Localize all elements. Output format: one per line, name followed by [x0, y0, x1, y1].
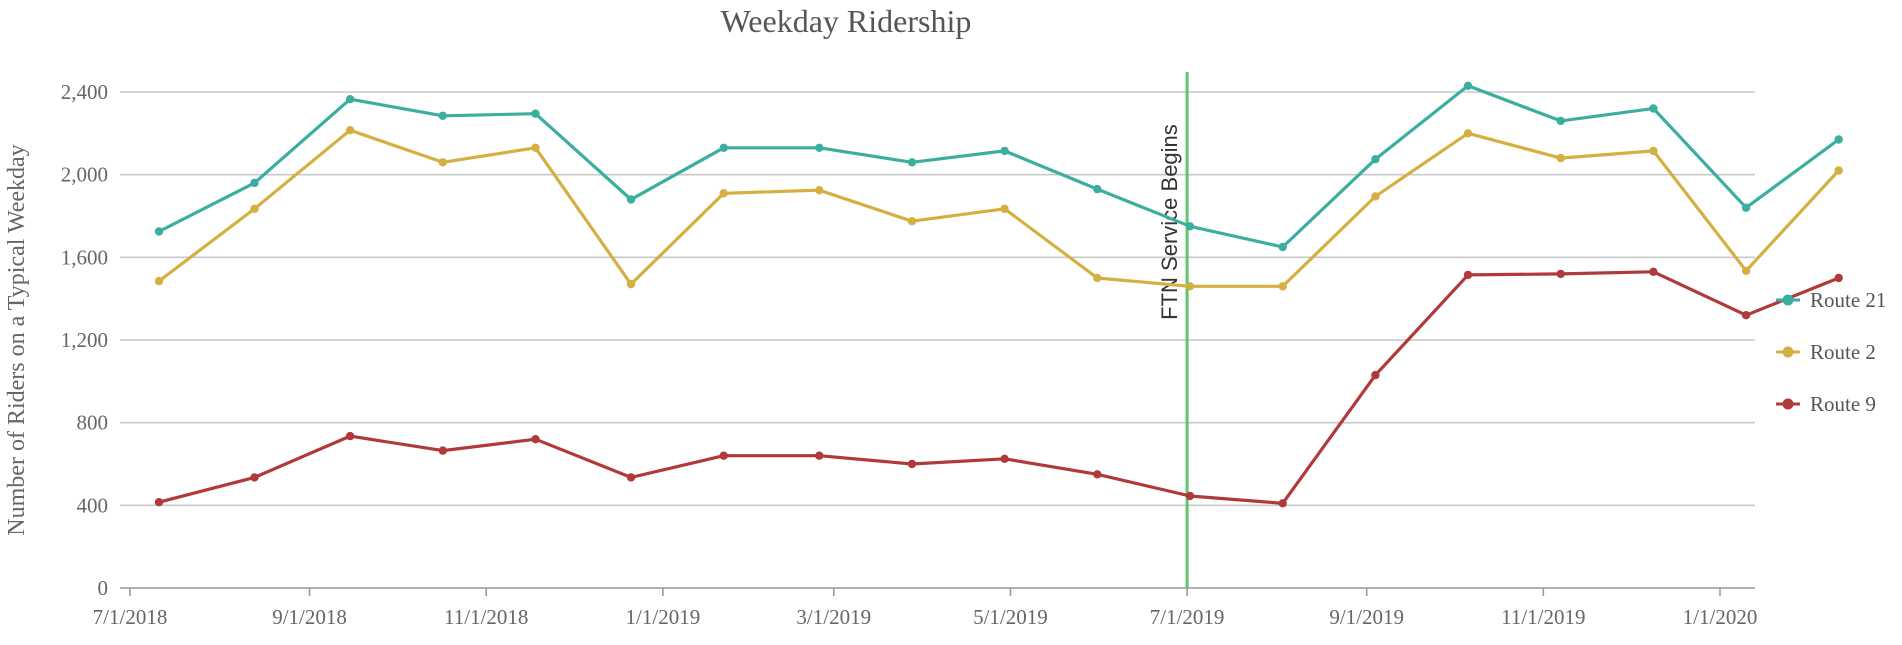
annotations: FTN Service Begins: [1157, 72, 1189, 588]
series-line: [158, 84, 1840, 249]
y-tick-label: 0: [98, 576, 109, 600]
legend-item[interactable]: Route 21: [1776, 288, 1886, 312]
data-point[interactable]: [154, 276, 164, 286]
data-point[interactable]: [1463, 81, 1473, 91]
x-tick-label: 7/1/2019: [1150, 605, 1225, 629]
data-point[interactable]: [1371, 370, 1380, 380]
data-point[interactable]: [250, 178, 259, 188]
data-point[interactable]: [154, 227, 164, 236]
data-point[interactable]: [531, 435, 540, 444]
series-route-9: [154, 267, 1843, 508]
data-point[interactable]: [531, 109, 540, 118]
x-tick-label: 7/1/2018: [93, 605, 168, 629]
x-tick-label: 9/1/2019: [1329, 605, 1404, 629]
data-point[interactable]: [250, 473, 259, 482]
data-point[interactable]: [719, 189, 728, 198]
data-point[interactable]: [1649, 104, 1658, 113]
legend: Route 21 Route 2 Route 9: [1776, 288, 1886, 416]
legend-marker: [1782, 398, 1794, 410]
data-point[interactable]: [1000, 454, 1009, 463]
series-line: [158, 128, 1840, 288]
legend-label: Route 21: [1810, 288, 1886, 312]
data-point[interactable]: [1463, 129, 1473, 138]
series-line: [158, 270, 1840, 505]
data-point[interactable]: [1741, 266, 1751, 275]
legend-label: Route 2: [1810, 340, 1876, 364]
data-point[interactable]: [1556, 153, 1565, 163]
data-point[interactable]: [1093, 184, 1102, 194]
y-tick-label: 400: [77, 493, 109, 517]
legend-label: Route 9: [1810, 392, 1876, 416]
data-point[interactable]: [1649, 146, 1658, 156]
data-point[interactable]: [345, 95, 355, 104]
data-point[interactable]: [815, 186, 824, 195]
data-point[interactable]: [626, 195, 636, 204]
x-tick-label: 1/1/2020: [1683, 605, 1758, 629]
y-tick-label: 2,000: [61, 163, 108, 187]
legend-marker: [1782, 346, 1794, 358]
gridlines: [120, 91, 1755, 507]
series-layer: [154, 81, 1843, 508]
data-point[interactable]: [1463, 270, 1473, 280]
x-tick-label: 5/1/2019: [973, 605, 1048, 629]
x-tick-label: 9/1/2018: [272, 605, 347, 629]
axes: 0 400 800 1,200 1,600 2,000 2,400 7/1/2018 9/1/2…: [61, 80, 1758, 629]
x-tick-label: 3/1/2019: [796, 605, 871, 629]
data-point[interactable]: [250, 204, 259, 213]
x-tick-label: 11/1/2018: [444, 605, 528, 629]
data-point[interactable]: [438, 158, 447, 167]
data-point[interactable]: [1185, 282, 1195, 291]
data-point[interactable]: [1185, 222, 1195, 231]
series-route-21: [154, 81, 1843, 252]
data-point[interactable]: [1000, 146, 1009, 156]
data-point[interactable]: [907, 459, 917, 469]
data-point[interactable]: [1185, 491, 1195, 501]
data-point[interactable]: [815, 143, 824, 152]
data-point[interactable]: [1741, 311, 1751, 320]
data-point[interactable]: [154, 498, 164, 507]
data-point[interactable]: [815, 451, 824, 460]
legend-item[interactable]: Route 9: [1776, 392, 1876, 416]
data-point[interactable]: [531, 143, 540, 152]
data-point[interactable]: [1834, 135, 1843, 144]
legend-item[interactable]: Route 2: [1776, 340, 1876, 364]
data-point[interactable]: [1371, 192, 1380, 201]
y-tick-label: 2,400: [61, 80, 108, 104]
x-tick-label: 1/1/2019: [626, 605, 701, 629]
data-point[interactable]: [1278, 242, 1287, 252]
data-point[interactable]: [719, 451, 728, 460]
data-point[interactable]: [1834, 166, 1843, 175]
data-point[interactable]: [1556, 116, 1565, 126]
data-point[interactable]: [626, 473, 636, 482]
data-point[interactable]: [345, 126, 355, 135]
chart-title: Weekday Ridership: [721, 3, 972, 39]
data-point[interactable]: [1741, 203, 1751, 212]
data-point[interactable]: [719, 143, 728, 152]
y-tick-label: 1,600: [61, 245, 108, 269]
x-tick-label: 11/1/2019: [1501, 605, 1585, 629]
data-point[interactable]: [626, 280, 636, 289]
data-point[interactable]: [1834, 273, 1843, 283]
series-route-2: [154, 126, 1843, 291]
y-tick-label: 800: [77, 411, 109, 435]
data-point[interactable]: [1278, 282, 1287, 291]
data-point[interactable]: [345, 431, 355, 441]
data-point[interactable]: [1278, 499, 1287, 508]
data-point[interactable]: [438, 446, 447, 455]
data-point[interactable]: [1649, 267, 1658, 276]
y-axis-label: Number of Riders on a Typical Weekday: [4, 144, 30, 535]
data-point[interactable]: [1371, 155, 1380, 164]
data-point[interactable]: [1000, 204, 1009, 213]
y-tick-label: 1,200: [61, 328, 108, 352]
data-point[interactable]: [907, 217, 917, 226]
data-point[interactable]: [1556, 269, 1565, 279]
data-point[interactable]: [907, 158, 917, 167]
data-point[interactable]: [438, 111, 447, 121]
legend-marker: [1782, 294, 1794, 306]
data-point[interactable]: [1093, 470, 1102, 479]
data-point[interactable]: [1093, 273, 1102, 283]
